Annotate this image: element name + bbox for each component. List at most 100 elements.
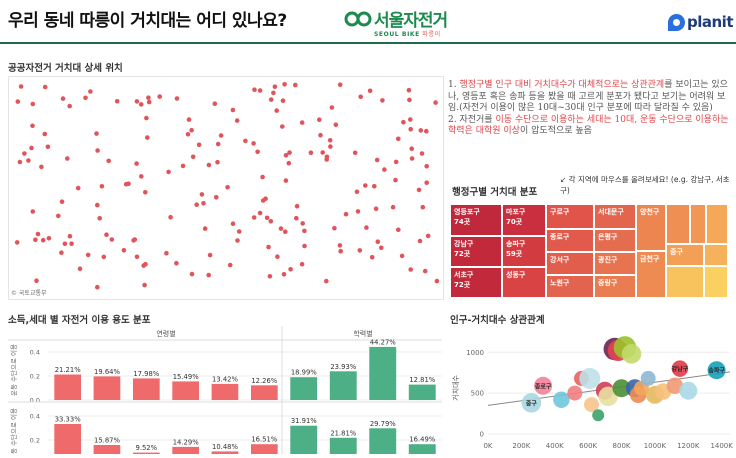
scatter-point[interactable] xyxy=(679,381,698,400)
station-dot[interactable] xyxy=(396,136,401,142)
station-dot[interactable] xyxy=(202,226,208,231)
station-dot[interactable] xyxy=(142,282,147,288)
station-dot[interactable] xyxy=(42,131,48,137)
station-dot[interactable] xyxy=(109,237,115,242)
station-dot[interactable] xyxy=(65,156,70,161)
station-dot[interactable] xyxy=(272,84,278,89)
bar[interactable] xyxy=(369,346,397,400)
station-dot[interactable] xyxy=(367,88,373,94)
station-dot[interactable] xyxy=(144,115,149,121)
station-dot[interactable] xyxy=(194,202,199,207)
station-dot[interactable] xyxy=(354,189,360,195)
station-dot[interactable] xyxy=(88,89,93,94)
station-dot[interactable] xyxy=(114,99,120,104)
station-dot[interactable] xyxy=(30,123,35,129)
station-dot[interactable] xyxy=(343,211,349,217)
station-dot[interactable] xyxy=(94,131,99,136)
station-dot[interactable] xyxy=(138,102,144,107)
station-dot[interactable] xyxy=(218,133,224,138)
treemap-cell[interactable]: 구로구 xyxy=(546,204,594,229)
station-dot[interactable] xyxy=(374,157,380,163)
station-dot[interactable] xyxy=(281,272,287,277)
station-dot[interactable] xyxy=(14,240,20,245)
station-dot[interactable] xyxy=(286,160,292,166)
scatter-point[interactable] xyxy=(612,379,631,398)
bar[interactable] xyxy=(251,444,278,458)
station-dot[interactable] xyxy=(260,174,265,180)
station-dot[interactable] xyxy=(40,237,46,243)
station-dot[interactable] xyxy=(260,198,266,203)
station-dot[interactable] xyxy=(408,126,414,132)
station-dots[interactable] xyxy=(9,77,443,299)
scatter-point[interactable] xyxy=(598,386,618,407)
station-dot[interactable] xyxy=(327,138,333,143)
bar[interactable] xyxy=(329,371,357,400)
treemap-cell[interactable] xyxy=(666,204,690,244)
treemap-cell[interactable]: 종로구 xyxy=(546,229,594,252)
station-dot[interactable] xyxy=(299,120,305,125)
station-dot[interactable] xyxy=(401,119,406,125)
station-dot[interactable] xyxy=(408,267,414,272)
station-dot[interactable] xyxy=(252,87,257,92)
treemap-cell[interactable]: 성동구 xyxy=(502,267,546,298)
station-dot[interactable] xyxy=(75,185,81,191)
station-dot[interactable] xyxy=(215,159,220,165)
station-dot[interactable] xyxy=(251,141,256,146)
station-dot[interactable] xyxy=(283,178,289,183)
population-scatter-chart[interactable]: 0 500 1000 0K 200K 400K 600K 800K 1000K 1200K 1400… xyxy=(448,326,736,454)
station-dot[interactable] xyxy=(409,146,415,151)
scatter-point[interactable] xyxy=(567,385,583,401)
station-dot[interactable] xyxy=(85,252,91,258)
scatter-point[interactable] xyxy=(534,376,553,395)
station-dot[interactable] xyxy=(186,117,192,122)
station-dot[interactable] xyxy=(320,150,326,155)
station-dot[interactable] xyxy=(83,95,88,101)
station-dot[interactable] xyxy=(317,117,322,122)
station-dot[interactable] xyxy=(227,262,233,268)
station-dot[interactable] xyxy=(357,248,363,253)
station-dot[interactable] xyxy=(399,253,405,259)
station-dot[interactable] xyxy=(121,248,127,253)
station-dot[interactable] xyxy=(59,199,65,204)
treemap-cell[interactable]: 금천구 xyxy=(636,251,666,298)
station-dot[interactable] xyxy=(17,159,23,165)
station-dot[interactable] xyxy=(380,98,385,103)
station-dot[interactable] xyxy=(372,183,377,189)
station-dot[interactable] xyxy=(408,117,413,122)
scatter-point[interactable] xyxy=(707,361,726,380)
station-dot[interactable] xyxy=(425,233,431,239)
station-dot[interactable] xyxy=(355,209,361,214)
station-dot[interactable] xyxy=(324,278,329,284)
station-dot[interactable] xyxy=(288,267,293,272)
treemap-cell[interactable] xyxy=(706,204,728,244)
station-dot[interactable] xyxy=(251,215,257,220)
bar[interactable] xyxy=(251,385,278,400)
station-dot[interactable] xyxy=(123,181,129,187)
station-dot[interactable] xyxy=(333,122,339,127)
station-dot[interactable] xyxy=(328,144,333,149)
station-dot[interactable] xyxy=(337,82,343,87)
treemap-cell[interactable]: 중랑구 xyxy=(594,275,636,298)
scatter-point[interactable] xyxy=(666,377,684,395)
treemap-cell[interactable]: 은평구 xyxy=(594,229,636,252)
station-dot[interactable] xyxy=(434,278,440,284)
station-dot[interactable] xyxy=(257,210,263,216)
bar[interactable] xyxy=(408,444,436,458)
station-dot[interactable] xyxy=(189,127,194,133)
scatter-point[interactable] xyxy=(592,409,605,422)
station-dot[interactable] xyxy=(280,98,286,103)
bar[interactable] xyxy=(172,381,199,400)
station-dot[interactable] xyxy=(180,163,186,169)
station-dot[interactable] xyxy=(329,105,335,110)
station-dot[interactable] xyxy=(369,255,375,260)
station-dot[interactable] xyxy=(293,82,298,88)
station-dot[interactable] xyxy=(294,215,299,221)
station-dot[interactable] xyxy=(396,227,401,233)
station-dot[interactable] xyxy=(145,135,150,140)
station-dot[interactable] xyxy=(77,266,83,272)
treemap-cell[interactable]: 송파구 59곳 xyxy=(502,236,546,267)
station-dot[interactable] xyxy=(283,229,288,234)
station-dot[interactable] xyxy=(35,231,41,237)
